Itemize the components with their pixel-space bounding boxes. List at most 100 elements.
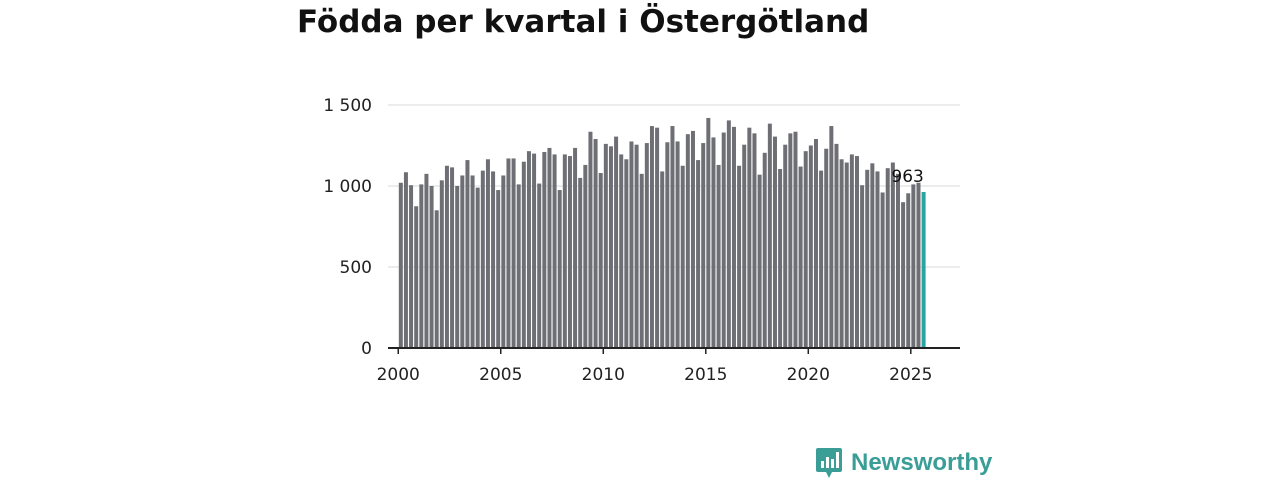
y-tick-label: 1 500 — [323, 96, 372, 116]
bar — [854, 156, 859, 348]
x-tick-label: 2000 — [377, 365, 420, 385]
bar — [573, 147, 578, 348]
bar — [696, 160, 701, 348]
last-value-label: 963 — [891, 167, 923, 187]
bar — [644, 143, 649, 348]
bar — [849, 154, 854, 348]
bar — [567, 156, 572, 348]
bar — [465, 160, 470, 348]
bar — [711, 137, 716, 348]
bar — [547, 147, 552, 348]
bar — [839, 159, 844, 348]
bar — [665, 142, 670, 348]
newsworthy-logo-icon — [816, 448, 842, 478]
bar — [875, 171, 880, 348]
brand-logo: Newsworthy — [815, 446, 992, 480]
bar — [844, 162, 849, 348]
bar — [639, 173, 644, 348]
bar — [557, 190, 562, 348]
bar — [521, 161, 526, 348]
bar — [629, 141, 634, 348]
bar — [593, 139, 598, 348]
bar — [511, 158, 516, 348]
bar — [460, 175, 465, 348]
bar — [614, 136, 619, 348]
bar — [824, 148, 829, 348]
bar — [747, 127, 752, 349]
brand-name: Newsworthy — [851, 449, 993, 476]
bar — [906, 193, 911, 348]
bar — [788, 133, 793, 348]
bar — [742, 144, 747, 348]
bar — [916, 182, 921, 348]
bar — [552, 154, 557, 348]
bar — [808, 145, 813, 348]
bar — [409, 185, 414, 348]
bar — [619, 154, 624, 348]
y-tick-label: 500 — [340, 258, 372, 278]
bar — [624, 159, 629, 348]
bar — [834, 143, 839, 348]
x-tick-label: 2005 — [479, 365, 522, 385]
y-tick-label: 1 000 — [323, 177, 372, 197]
bar — [721, 132, 726, 348]
bar — [670, 126, 675, 348]
bar-chart: 0 500 1 000 1 500 963 2000 2005 2010 2015 2020 202… — [323, 96, 960, 385]
bar — [419, 184, 424, 348]
bar — [475, 187, 480, 348]
bar — [506, 158, 511, 348]
x-tick-label: 2025 — [889, 365, 932, 385]
bar — [819, 170, 824, 348]
bar — [911, 184, 916, 348]
bar — [762, 152, 767, 348]
bar — [675, 141, 680, 348]
bar — [680, 165, 685, 348]
bar — [588, 131, 593, 348]
bar — [829, 126, 834, 348]
bar — [603, 143, 608, 348]
bar — [660, 171, 665, 348]
chart-title: Födda per kvartal i Östergötland — [297, 4, 870, 40]
bar — [901, 202, 906, 348]
bar — [414, 206, 419, 348]
bar — [685, 134, 690, 348]
x-tick-label: 2010 — [582, 365, 625, 385]
bar — [783, 144, 788, 348]
bar — [737, 165, 742, 348]
bar — [757, 174, 762, 348]
bar — [655, 127, 660, 349]
bar — [608, 146, 613, 348]
bar — [542, 151, 547, 348]
bar — [793, 131, 798, 348]
bar — [634, 144, 639, 348]
bar — [598, 173, 603, 348]
bar — [578, 177, 583, 348]
bar — [439, 180, 444, 348]
bar — [429, 186, 434, 348]
bar — [706, 117, 711, 349]
bar — [444, 165, 449, 348]
bar — [880, 192, 885, 348]
bar — [496, 190, 501, 348]
x-tick-label: 2015 — [684, 365, 727, 385]
bar — [501, 175, 506, 348]
bar — [649, 126, 654, 348]
bar — [701, 143, 706, 348]
bar-highlight — [921, 191, 926, 348]
bar — [690, 130, 695, 348]
bar — [731, 126, 736, 349]
bar — [537, 183, 542, 348]
bar — [470, 175, 475, 348]
bar — [803, 151, 808, 348]
bar — [870, 163, 875, 348]
bar — [798, 166, 803, 348]
bar — [491, 171, 496, 348]
bar — [885, 168, 890, 348]
y-tick-label: 0 — [361, 339, 372, 359]
bar — [772, 136, 777, 348]
x-tick-label: 2020 — [787, 365, 830, 385]
bar — [752, 133, 757, 348]
bar — [895, 173, 900, 348]
bar — [726, 120, 731, 348]
bar — [860, 185, 865, 348]
